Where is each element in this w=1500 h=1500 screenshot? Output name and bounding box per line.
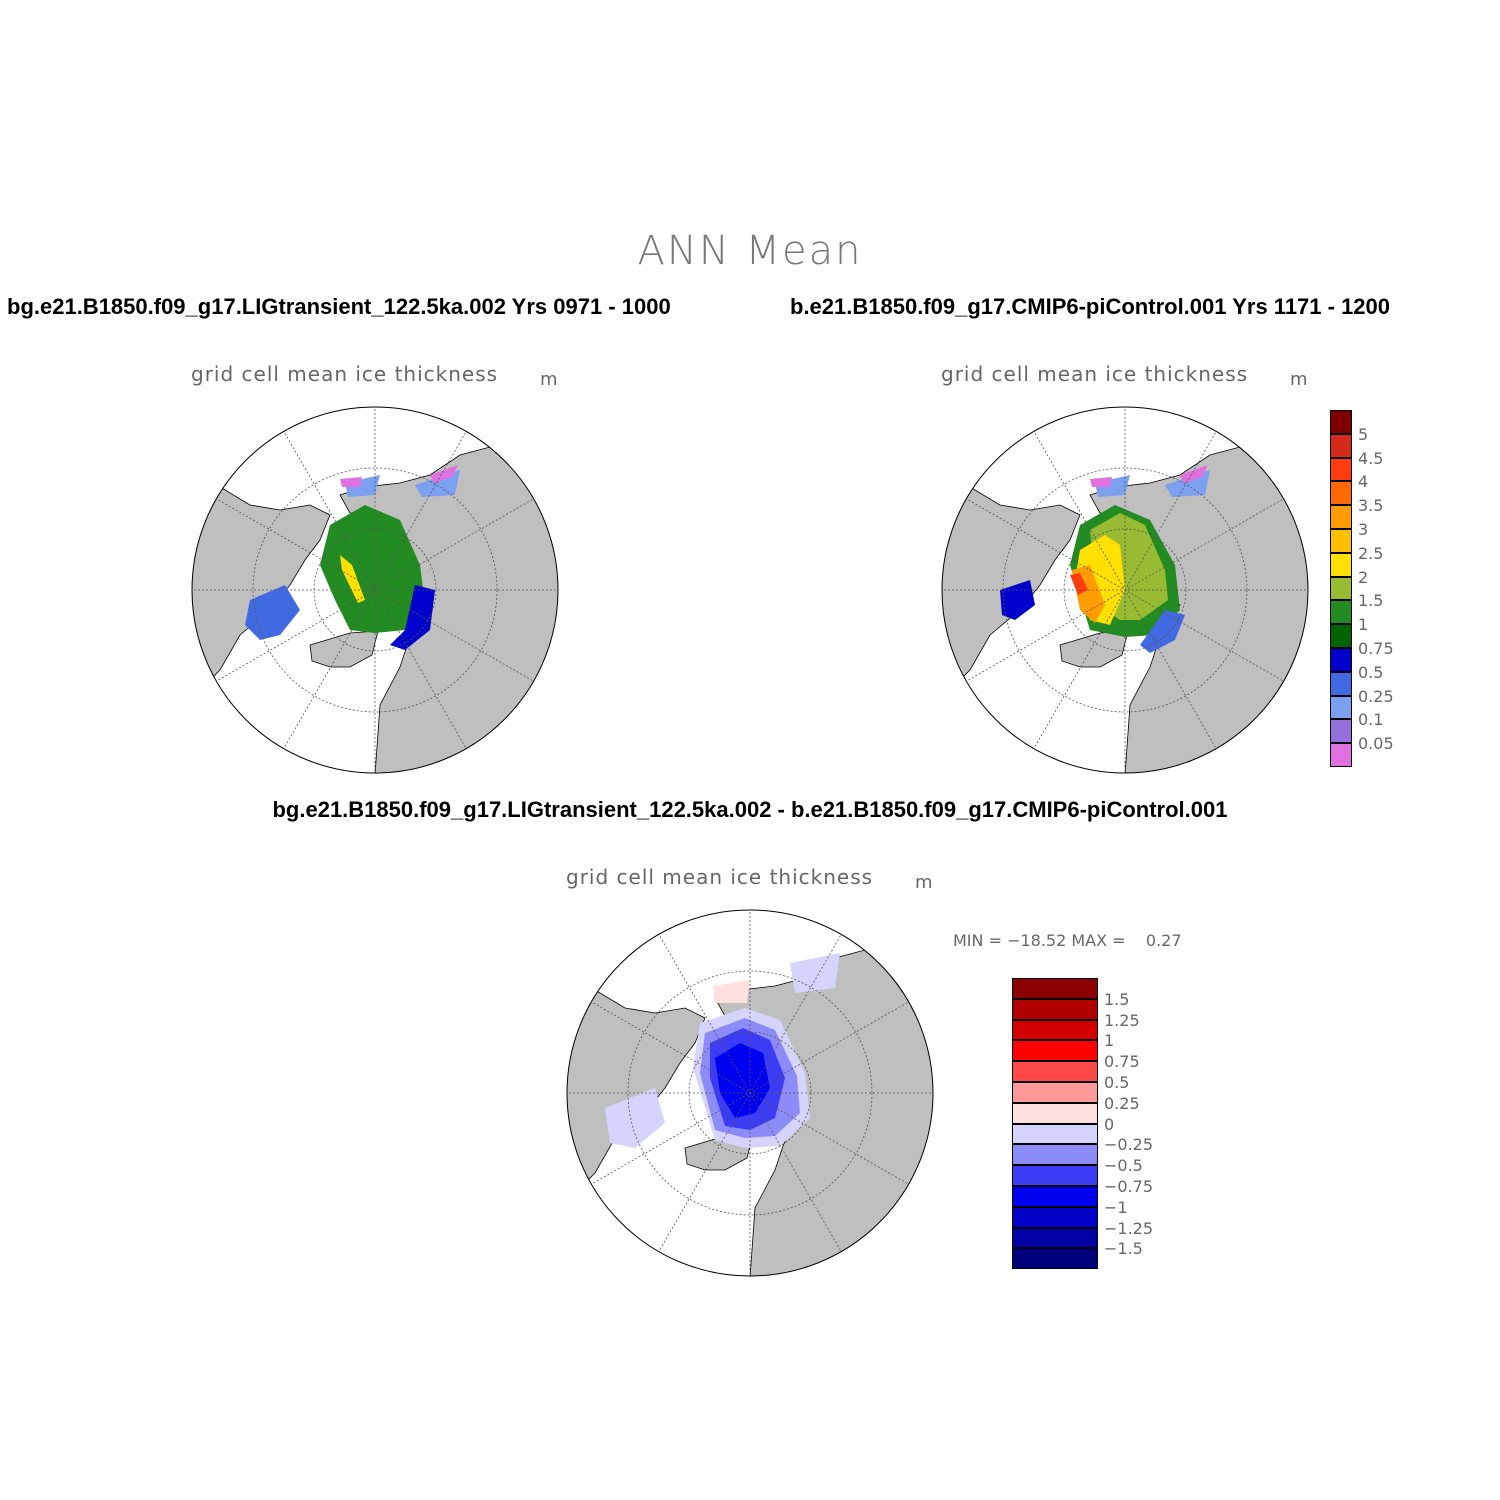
sea-ice-thick bbox=[320, 505, 425, 633]
difference-colorbar-label: −1 bbox=[1104, 1197, 1128, 1217]
difference-colorbar-label: 1 bbox=[1104, 1031, 1115, 1051]
difference-colorbar-swatch bbox=[1012, 1082, 1098, 1103]
thickness-colorbar-label: 4.5 bbox=[1358, 448, 1384, 468]
case1-polar-map bbox=[191, 406, 559, 774]
thickness-colorbar-label: 0.5 bbox=[1358, 662, 1384, 682]
difference-colorbar-label: −1.25 bbox=[1104, 1218, 1154, 1238]
difference-colorbar-swatch bbox=[1012, 998, 1098, 1020]
thickness-colorbar-swatch bbox=[1330, 576, 1352, 601]
thickness-colorbar-label: 2.5 bbox=[1358, 543, 1384, 563]
case1-units: m bbox=[540, 369, 558, 390]
thickness-colorbar-label: 0.75 bbox=[1358, 639, 1394, 658]
sea-ice-edge-lightblue bbox=[1140, 610, 1185, 653]
difference-colorbar-label: −0.5 bbox=[1104, 1156, 1143, 1176]
difference-colorbar-label: −0.75 bbox=[1104, 1177, 1154, 1196]
case2-title: b.e21.B1850.f09_g17.CMIP6-piControl.001 … bbox=[790, 294, 1391, 319]
sea-ice-red bbox=[1070, 573, 1088, 595]
sea-ice-yellow-band bbox=[340, 555, 365, 603]
diff-positive-small bbox=[713, 980, 750, 1003]
thickness-colorbar-swatch bbox=[1330, 695, 1352, 720]
diff-min-max-stats: MIN = −18.52 MAX = 0.27 bbox=[953, 931, 1182, 950]
difference-colorbar-swatch bbox=[1012, 1102, 1098, 1124]
case2-polar-map bbox=[941, 406, 1309, 774]
thickness-colorbar-swatch bbox=[1330, 457, 1352, 482]
thickness-colorbar-swatch bbox=[1330, 505, 1352, 529]
difference-colorbar-swatch bbox=[1012, 1144, 1098, 1166]
thickness-colorbar-swatch bbox=[1330, 671, 1352, 696]
difference-colorbar-swatch bbox=[1012, 1186, 1098, 1207]
difference-colorbar-label: −0.25 bbox=[1104, 1135, 1154, 1155]
difference-colorbar-label: 0.5 bbox=[1104, 1073, 1130, 1092]
difference-colorbar: 1.5 1.25 1 0.75 0.5 0.25 0 −0.25 −0.5 −0.75 −1 −1.2… bbox=[1012, 978, 1172, 1274]
thickness-colorbar-label: 0.25 bbox=[1358, 686, 1394, 706]
thickness-colorbar-swatch bbox=[1330, 648, 1352, 672]
difference-colorbar-swatch bbox=[1012, 1123, 1098, 1145]
thickness-colorbar-label: 4 bbox=[1358, 472, 1369, 492]
thickness-colorbar-label: 3.5 bbox=[1358, 496, 1384, 516]
thickness-colorbar-swatch bbox=[1330, 743, 1352, 767]
case2-units: m bbox=[1290, 369, 1308, 390]
difference-colorbar-label: 0 bbox=[1104, 1114, 1115, 1134]
thickness-colorbar: 5 4.5 4 3.5 3 2.5 2 1.5 1 0.75 0.5 0.25 0.1 0.05 bbox=[1330, 410, 1450, 770]
sea-ice-thin bbox=[1090, 465, 1208, 487]
thickness-colorbar-swatch bbox=[1330, 600, 1352, 625]
thickness-colorbar-swatch bbox=[1330, 410, 1352, 434]
difference-colorbar-swatch bbox=[1012, 978, 1098, 999]
case2-field-title: grid cell mean ice thickness bbox=[941, 362, 1249, 386]
diff-title: bg.e21.B1850.f09_g17.LIGtransient_122.5k… bbox=[272, 797, 1228, 822]
diff-units: m bbox=[915, 872, 933, 893]
difference-colorbar-label: −1.5 bbox=[1104, 1239, 1143, 1259]
thickness-colorbar-swatch bbox=[1330, 624, 1352, 648]
difference-colorbar-label: 0.25 bbox=[1104, 1093, 1140, 1113]
thickness-colorbar-label: 5 bbox=[1358, 424, 1369, 444]
difference-colorbar-swatch bbox=[1012, 1019, 1098, 1041]
thickness-colorbar-label: 1.5 bbox=[1358, 591, 1384, 611]
thickness-colorbar-swatch bbox=[1330, 481, 1352, 506]
difference-colorbar-label: 0.75 bbox=[1104, 1052, 1140, 1072]
difference-colorbar-swatch bbox=[1012, 1061, 1098, 1082]
difference-colorbar-swatch bbox=[1012, 1206, 1098, 1228]
sea-ice-thin bbox=[340, 465, 458, 487]
thickness-colorbar-label: 0.1 bbox=[1358, 710, 1384, 730]
case1-field-title: grid cell mean ice thickness bbox=[191, 362, 499, 386]
difference-colorbar-label: 1.5 bbox=[1104, 989, 1130, 1009]
difference-colorbar-swatch bbox=[1012, 1227, 1098, 1249]
difference-colorbar-swatch bbox=[1012, 1248, 1098, 1270]
figure-title: ANN Mean bbox=[637, 228, 863, 274]
difference-colorbar-swatch bbox=[1012, 1165, 1098, 1186]
diff-polar-map bbox=[566, 909, 934, 1277]
case1-title: bg.e21.B1850.f09_g17.LIGtransient_122.5k… bbox=[7, 294, 671, 319]
difference-colorbar-label: 1.25 bbox=[1104, 1010, 1140, 1030]
land-mass-greenland bbox=[309, 630, 379, 668]
thickness-colorbar-label: 1 bbox=[1358, 615, 1369, 635]
difference-colorbar-swatch bbox=[1012, 1040, 1098, 1062]
diff-field-title: grid cell mean ice thickness bbox=[566, 865, 874, 889]
sea-ice-edge-lightblue bbox=[245, 585, 300, 640]
thickness-colorbar-swatch bbox=[1330, 529, 1352, 553]
thickness-colorbar-label: 0.05 bbox=[1358, 734, 1394, 754]
thickness-colorbar-swatch bbox=[1330, 433, 1352, 458]
thickness-colorbar-label: 2 bbox=[1358, 567, 1369, 587]
sea-ice-edge-blue bbox=[390, 585, 435, 650]
thickness-colorbar-label: 3 bbox=[1358, 520, 1369, 539]
thickness-colorbar-swatch bbox=[1330, 552, 1352, 577]
sea-ice-marginal bbox=[345, 470, 460, 497]
thickness-colorbar-swatch bbox=[1330, 719, 1352, 744]
sea-ice-marginal bbox=[1095, 470, 1210, 497]
